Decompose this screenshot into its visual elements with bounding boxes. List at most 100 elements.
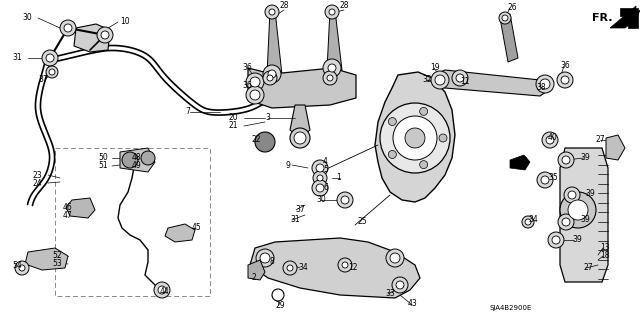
Circle shape (561, 76, 569, 84)
Circle shape (263, 71, 277, 85)
Text: 40: 40 (548, 133, 557, 143)
Text: 39: 39 (585, 189, 595, 198)
Polygon shape (165, 224, 195, 242)
Circle shape (317, 175, 323, 181)
Circle shape (338, 258, 352, 272)
Circle shape (64, 24, 72, 32)
Circle shape (42, 50, 58, 66)
Circle shape (265, 5, 279, 19)
Circle shape (255, 132, 275, 152)
Text: 23: 23 (33, 170, 42, 180)
Text: 28: 28 (340, 2, 349, 11)
Circle shape (49, 69, 55, 75)
Circle shape (558, 152, 574, 168)
Circle shape (546, 136, 554, 144)
Circle shape (141, 151, 155, 165)
Circle shape (525, 219, 531, 225)
Circle shape (396, 281, 404, 289)
Text: FR.: FR. (592, 13, 612, 23)
Circle shape (435, 75, 445, 85)
Circle shape (323, 59, 341, 77)
Text: 50: 50 (99, 153, 108, 162)
Text: 28: 28 (280, 2, 289, 11)
Text: SJA4B2900E: SJA4B2900E (490, 305, 532, 311)
Polygon shape (500, 14, 518, 62)
Circle shape (392, 277, 408, 293)
Circle shape (272, 289, 284, 301)
Circle shape (15, 261, 29, 275)
Text: 33: 33 (385, 290, 395, 299)
Text: 25: 25 (358, 218, 367, 226)
Circle shape (420, 108, 428, 115)
Circle shape (19, 265, 25, 271)
Circle shape (540, 79, 550, 89)
Text: 22: 22 (252, 136, 262, 145)
Polygon shape (267, 10, 282, 75)
Polygon shape (120, 148, 155, 172)
Circle shape (342, 262, 348, 268)
Text: 8: 8 (270, 257, 275, 266)
Text: 27: 27 (596, 136, 605, 145)
Polygon shape (66, 198, 95, 218)
Text: 5: 5 (323, 166, 328, 174)
Circle shape (256, 249, 274, 267)
Circle shape (393, 116, 437, 160)
Text: 48: 48 (132, 153, 141, 162)
Text: 37: 37 (295, 205, 305, 214)
Circle shape (431, 71, 449, 89)
Circle shape (263, 65, 281, 83)
Circle shape (312, 160, 328, 176)
Circle shape (390, 253, 400, 263)
Polygon shape (74, 24, 110, 52)
Polygon shape (327, 10, 342, 70)
Circle shape (46, 66, 58, 78)
Circle shape (341, 196, 349, 204)
Circle shape (439, 134, 447, 142)
Circle shape (260, 253, 270, 263)
Circle shape (502, 15, 508, 21)
Text: 26: 26 (508, 4, 518, 12)
Text: 19: 19 (430, 63, 440, 72)
Text: 27: 27 (583, 263, 593, 272)
Text: 11: 11 (460, 78, 470, 86)
Text: 36: 36 (242, 81, 252, 91)
Text: 43: 43 (408, 300, 418, 308)
Circle shape (250, 77, 260, 87)
Circle shape (558, 214, 574, 230)
Circle shape (542, 132, 558, 148)
Text: 32: 32 (422, 76, 431, 85)
Circle shape (246, 86, 264, 104)
Circle shape (101, 31, 109, 39)
Circle shape (560, 192, 596, 228)
Text: 44: 44 (160, 287, 170, 296)
Text: 31: 31 (290, 216, 300, 225)
Circle shape (154, 282, 170, 298)
Text: 10: 10 (120, 18, 130, 26)
Text: 30: 30 (316, 196, 326, 204)
Circle shape (537, 172, 553, 188)
Circle shape (405, 128, 425, 148)
Text: 13: 13 (600, 243, 610, 253)
Text: 47: 47 (62, 211, 72, 220)
Polygon shape (250, 238, 420, 298)
Circle shape (541, 176, 549, 184)
Circle shape (290, 128, 310, 148)
Text: 21: 21 (228, 122, 238, 130)
Text: 39: 39 (580, 216, 589, 225)
Circle shape (283, 261, 297, 275)
Polygon shape (375, 72, 455, 202)
Circle shape (316, 164, 324, 172)
Circle shape (552, 236, 560, 244)
Text: 4: 4 (323, 158, 328, 167)
Text: 6: 6 (323, 183, 328, 192)
Text: 31: 31 (12, 54, 22, 63)
Text: 29: 29 (275, 300, 285, 309)
Text: 36: 36 (242, 63, 252, 72)
Circle shape (328, 64, 336, 72)
Circle shape (329, 9, 335, 15)
Text: 54: 54 (12, 262, 22, 271)
Circle shape (327, 75, 333, 81)
Circle shape (568, 200, 588, 220)
Circle shape (337, 192, 353, 208)
Circle shape (269, 9, 275, 15)
